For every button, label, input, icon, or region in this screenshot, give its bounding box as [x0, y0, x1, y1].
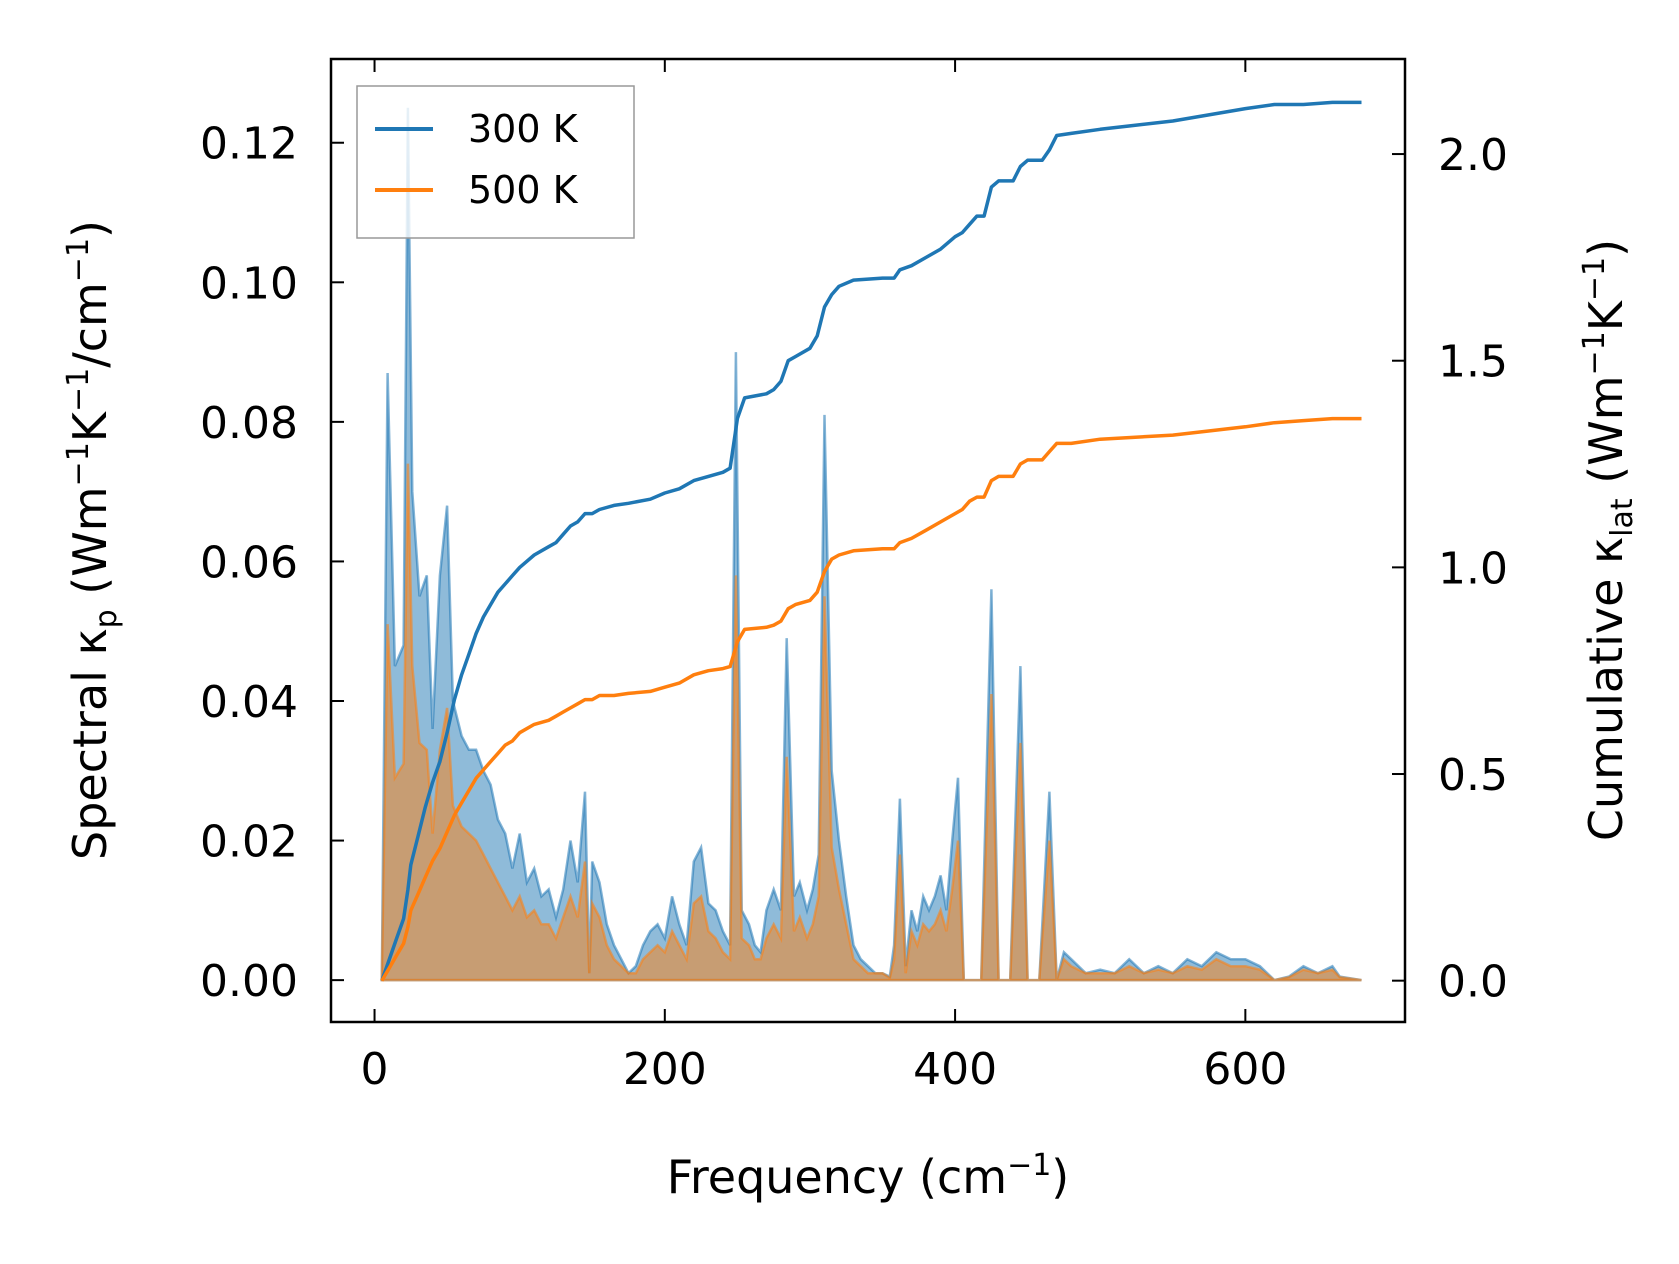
- y-left-tick-label: 0.08: [200, 398, 298, 449]
- y-right-tick-label: 0.0: [1438, 957, 1508, 1008]
- y-right-tick-label: 1.5: [1438, 337, 1508, 388]
- y-left-axis-title: Spectral κp (Wm−1K−1/cm−1): [61, 220, 124, 860]
- y-left-title-sub: p: [89, 609, 124, 628]
- plot-frame: [329, 57, 1407, 1024]
- y-left-title-pre: Spectral κ: [63, 628, 117, 860]
- cumulative-line-500k: [380, 416, 1362, 982]
- tick-layer: 0 200 400 600 0.00 0.02 0.04 0.06 0.08 0.10 0.12 0.…: [200, 59, 1508, 1095]
- y-left-title-sup3: −1: [61, 238, 96, 282]
- y-left-tick-label: 0.00: [200, 956, 298, 1007]
- y-left-title-post: (Wm: [63, 486, 117, 609]
- cumulative-line-300k: [380, 100, 1362, 982]
- legend: 300 K 500 K: [356, 85, 635, 239]
- y-left-title-end: ): [63, 220, 117, 238]
- y-left-title-mid2: /cm: [63, 282, 117, 368]
- x-axis-title-sup: −1: [1007, 1148, 1051, 1183]
- legend-label-500k: 500 K: [468, 168, 579, 212]
- x-axis-title: Frequency (cm−1): [667, 1148, 1070, 1204]
- cumulative-line-layer: [380, 100, 1362, 982]
- x-tick-label: 600: [1203, 1044, 1287, 1095]
- y-right-tick-label: 1.0: [1438, 543, 1508, 594]
- x-axis-title-tail: ): [1051, 1150, 1069, 1204]
- y-right-title-end: ): [1579, 239, 1633, 257]
- x-axis-title-main: Frequency (cm: [667, 1150, 1007, 1204]
- spectral-area-layer: [380, 107, 1362, 982]
- y-left-tick-label: 0.10: [200, 258, 298, 309]
- y-right-tick-label: 2.0: [1438, 130, 1508, 181]
- legend-box: [356, 85, 635, 239]
- y-right-title-pre: Cumulative κ: [1579, 537, 1633, 841]
- y-right-title-sup2: −1: [1577, 257, 1612, 301]
- y-left-title-sup1: −1: [61, 442, 96, 486]
- x-tick-label: 200: [623, 1044, 707, 1095]
- y-right-title-sub: lat: [1605, 498, 1640, 537]
- x-tick-label: 400: [913, 1044, 997, 1095]
- y-right-title-sup1: −1: [1577, 331, 1612, 375]
- y-left-title-mid: K: [63, 410, 117, 442]
- y-right-title-post: (Wm: [1579, 375, 1633, 498]
- legend-label-300k: 300 K: [468, 107, 579, 151]
- y-left-tick-label: 0.12: [200, 119, 298, 170]
- y-left-tick-label: 0.04: [200, 677, 298, 728]
- spectral-area-500k: [380, 463, 1362, 982]
- y-left-tick-label: 0.02: [200, 817, 298, 868]
- y-right-title-mid: K: [1579, 299, 1633, 331]
- y-right-axis-title: Cumulative κlat (Wm−1K−1): [1577, 239, 1640, 841]
- y-left-title-sup2: −1: [61, 368, 96, 412]
- x-tick-label: 0: [361, 1044, 389, 1095]
- y-right-tick-label: 0.5: [1438, 750, 1508, 801]
- y-left-tick-label: 0.06: [200, 537, 298, 588]
